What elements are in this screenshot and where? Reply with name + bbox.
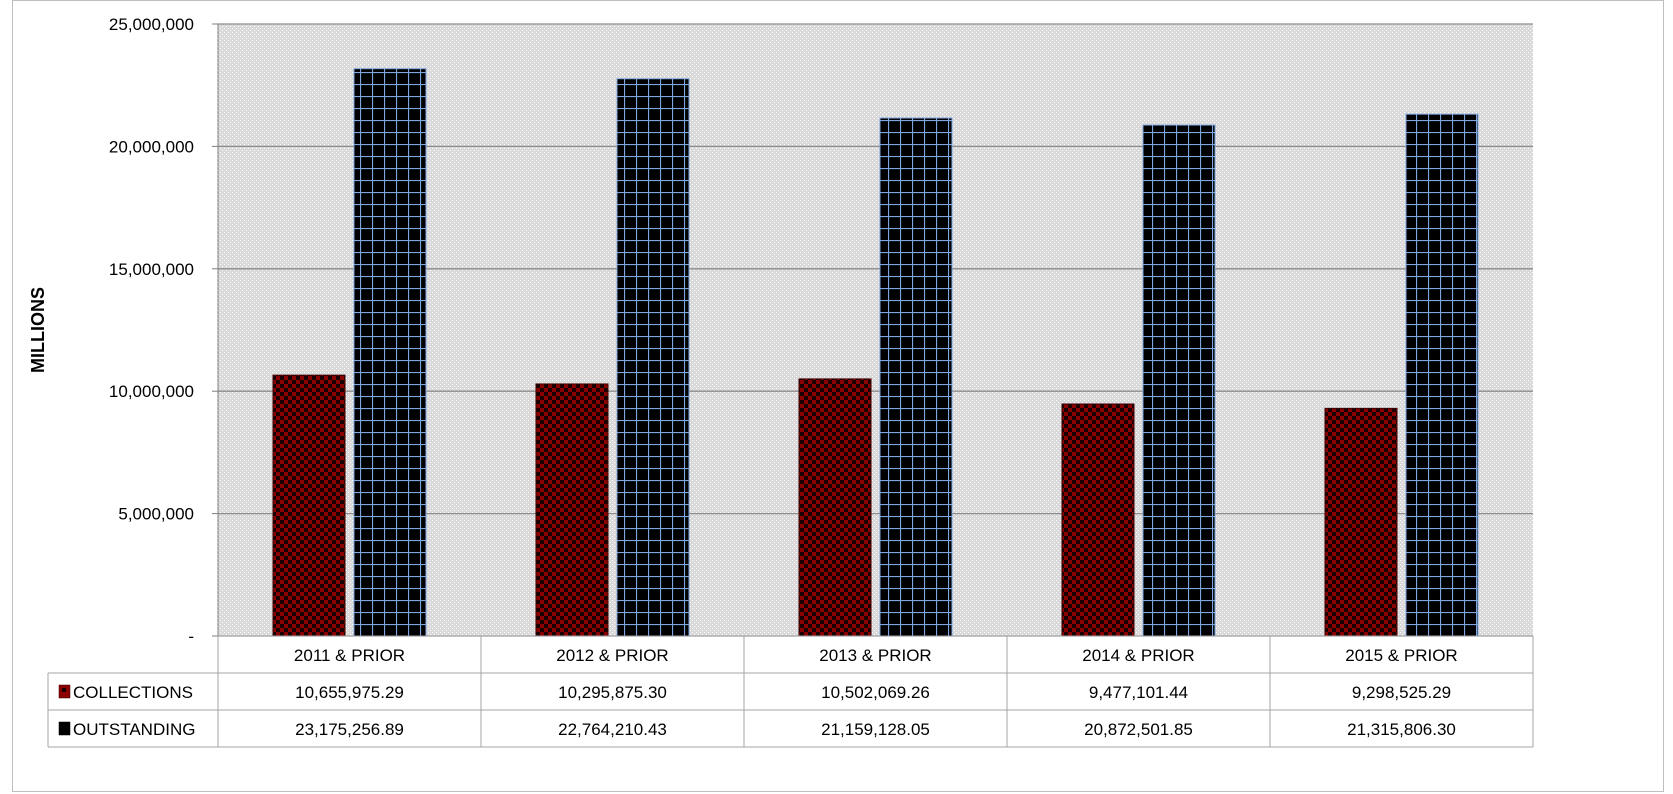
plot-area bbox=[218, 24, 1533, 636]
legend-swatch-outstanding bbox=[58, 721, 71, 736]
x-category-label: 2014 & PRIOR bbox=[1082, 646, 1194, 665]
table-cell-outstanding: 21,159,128.05 bbox=[821, 720, 930, 739]
x-category-label: 2012 & PRIOR bbox=[556, 646, 668, 665]
table-cell-collections: 9,477,101.44 bbox=[1089, 683, 1188, 702]
table-cell-collections: 10,502,069.26 bbox=[821, 683, 930, 702]
bar-outstanding-3 bbox=[879, 117, 953, 637]
bar-collections-2 bbox=[535, 383, 609, 637]
x-category-label: 2013 & PRIOR bbox=[819, 646, 931, 665]
y-tick-label: 15,000,000 bbox=[109, 260, 194, 279]
table-cell-outstanding: 21,315,806.30 bbox=[1347, 720, 1456, 739]
x-category-label: 2011 & PRIOR bbox=[294, 646, 405, 665]
table-cell-collections: 10,295,875.30 bbox=[558, 683, 667, 702]
x-category-label: 2015 & PRIOR bbox=[1345, 646, 1457, 665]
legend-label-collections: COLLECTIONS bbox=[73, 683, 193, 702]
y-tick-label: - bbox=[188, 627, 194, 646]
table-cell-outstanding: 20,872,501.85 bbox=[1084, 720, 1193, 739]
table-cell-outstanding: 23,175,256.89 bbox=[295, 720, 404, 739]
legend-label-outstanding: OUTSTANDING bbox=[73, 720, 195, 739]
bar-outstanding-5 bbox=[1405, 113, 1479, 637]
y-tick-label: 20,000,000 bbox=[109, 137, 194, 156]
y-tick-label: 5,000,000 bbox=[118, 505, 194, 524]
bar-outstanding-1 bbox=[353, 68, 427, 637]
bar-collections-5 bbox=[1324, 407, 1398, 637]
bar-collections-1 bbox=[272, 374, 346, 637]
y-tick-label: 25,000,000 bbox=[109, 15, 194, 34]
table-cell-outstanding: 22,764,210.43 bbox=[558, 720, 667, 739]
bar-collections-3 bbox=[798, 378, 872, 637]
bar-outstanding-4 bbox=[1142, 124, 1216, 637]
table-cell-collections: 9,298,525.29 bbox=[1352, 683, 1451, 702]
y-tick-label: 10,000,000 bbox=[109, 382, 194, 401]
legend-swatch-pattern bbox=[62, 688, 66, 692]
y-axis-title: MILLIONS bbox=[28, 287, 48, 373]
table-cell-collections: 10,655,975.29 bbox=[295, 683, 404, 702]
bar-collections-4 bbox=[1061, 403, 1135, 637]
bar-outstanding-2 bbox=[616, 78, 690, 637]
